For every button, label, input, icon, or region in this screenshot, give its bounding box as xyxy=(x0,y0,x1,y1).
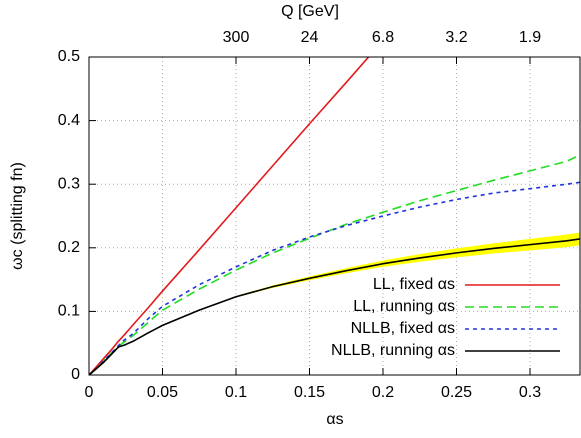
x2-tick-label: 300 xyxy=(223,29,250,46)
x-tick-label: 0 xyxy=(85,384,94,401)
legend-label: NLLB, fixed αs xyxy=(351,320,455,337)
plot-frame xyxy=(88,56,581,376)
y-axis-label: ωc (splitting fn) xyxy=(9,162,26,270)
x-tick-label: 0.15 xyxy=(294,384,325,401)
x-tick-label: 0.05 xyxy=(147,384,178,401)
x2-tick-label: 6.8 xyxy=(372,29,394,46)
y-tick-label: 0.4 xyxy=(58,112,80,129)
x2-tick-label: 3.2 xyxy=(445,29,467,46)
y-tick-label: 0.5 xyxy=(58,48,80,65)
y-tick-label: 0 xyxy=(71,366,80,383)
y-tick-label: 0.3 xyxy=(58,175,80,192)
x-tick-label: 0.3 xyxy=(519,384,541,401)
legend-label: LL, running αs xyxy=(353,298,455,315)
x2-axis-label: Q [GeV] xyxy=(281,3,339,20)
x-tick-label: 0.2 xyxy=(372,384,394,401)
x-tick-label: 0.25 xyxy=(441,384,472,401)
y-tick-label: 0.1 xyxy=(58,303,80,320)
legend-label: NLLB, running αs xyxy=(331,342,455,359)
series-line xyxy=(89,181,580,375)
uncertainty-band xyxy=(89,232,580,375)
x2-tick-label: 24 xyxy=(301,29,319,46)
x-tick-label: 0.1 xyxy=(225,384,247,401)
y-tick-label: 0.2 xyxy=(58,239,80,256)
x2-tick-label: 1.9 xyxy=(519,29,541,46)
legend-label: LL, fixed αs xyxy=(373,276,455,293)
series-line xyxy=(89,57,370,375)
series-line xyxy=(89,238,580,375)
x-axis-label: αs xyxy=(326,411,343,428)
plot-area xyxy=(89,57,580,375)
